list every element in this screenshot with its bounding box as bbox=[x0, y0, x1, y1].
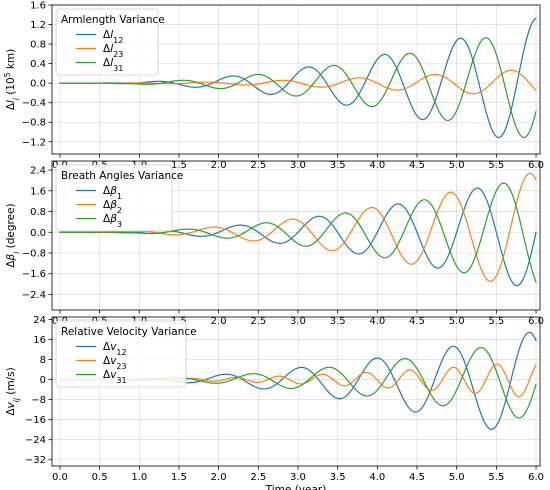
series-line-2 bbox=[59, 69, 537, 95]
legend-frame bbox=[55, 8, 159, 76]
y-tick-label: −16 bbox=[25, 415, 46, 426]
plot-frame bbox=[51, 4, 541, 155]
panel-2: 0.00.51.01.52.02.53.03.54.04.55.05.56.0−… bbox=[5, 160, 544, 327]
x-tick-label: 1.5 bbox=[171, 472, 187, 483]
y-tick-label: −8 bbox=[31, 395, 46, 406]
x-axis-label: Time (year) bbox=[265, 484, 327, 490]
panel-3: 0.0 0.5 1.0 1.5 2.0 2.5 3.0 3.5 4.0 4.5 5.0 5.5 6.0 −… bbox=[5, 315, 544, 490]
y-tick-label: 0.8 bbox=[30, 40, 46, 51]
x-tick-label: 1.0 bbox=[131, 472, 147, 483]
y-tick-label: 8 bbox=[40, 355, 46, 366]
plot-frame bbox=[51, 316, 541, 467]
x-tick-label: 4.5 bbox=[409, 472, 425, 483]
y-axis-label: Δβi (degree) bbox=[5, 203, 21, 267]
y-tick-label: 0.0 bbox=[30, 228, 46, 239]
series-line-3 bbox=[59, 182, 537, 283]
y-tick-label: −0.8 bbox=[22, 118, 46, 129]
y-tick-label: −0.8 bbox=[22, 248, 46, 259]
y-tick-label: 0.8 bbox=[30, 207, 46, 218]
legend-entry-label: Δl31 bbox=[103, 57, 123, 73]
x-tick-label: 3.5 bbox=[330, 472, 346, 483]
x-tick-label: 0.0 bbox=[52, 472, 68, 483]
y-tick-label: −0.4 bbox=[22, 98, 46, 109]
legend-title: Relative Velocity Variance bbox=[61, 326, 197, 338]
series-line-1 bbox=[59, 187, 537, 287]
legend-entry-label: Δl23 bbox=[103, 43, 123, 59]
legend-entry-label: Δβ2 bbox=[103, 199, 122, 215]
panel-1: 0.00.51.01.52.02.53.03.54.04.55.05.56.0−… bbox=[3, 1, 544, 172]
y-tick-label: 0.0 bbox=[30, 79, 46, 90]
legend-frame bbox=[55, 320, 187, 388]
y-tick-label: −2.4 bbox=[22, 290, 46, 301]
x-tick-label: 5.0 bbox=[449, 472, 465, 483]
x-tick-label: 6.0 bbox=[528, 472, 544, 483]
legend-frame bbox=[55, 164, 173, 232]
legend-entry-label: Δl12 bbox=[103, 29, 123, 45]
legend-entry-label: Δv12 bbox=[103, 341, 127, 357]
x-tick-label: 3.0 bbox=[290, 472, 306, 483]
y-tick-label: −32 bbox=[25, 455, 46, 466]
series-line-3 bbox=[59, 37, 537, 139]
y-tick-label: −1.6 bbox=[22, 269, 46, 280]
x-tick-label: 0.5 bbox=[92, 472, 108, 483]
y-axis-label: Δvij (m/s) bbox=[5, 367, 21, 415]
x-tick-label: 5.5 bbox=[488, 472, 504, 483]
legend-title: Breath Angles Variance bbox=[61, 170, 183, 182]
y-tick-label: 24 bbox=[33, 315, 46, 326]
y-tick-label: 0 bbox=[40, 375, 46, 386]
y-tick-label: 1.6 bbox=[30, 1, 46, 12]
y-tick-label: 2.4 bbox=[30, 166, 46, 177]
y-tick-label: −24 bbox=[25, 435, 46, 446]
legend-entry-label: Δv31 bbox=[103, 369, 127, 385]
legend-entry-label: Δβ3 bbox=[103, 213, 122, 229]
y-tick-label: 0.4 bbox=[30, 59, 46, 70]
legend-entry-label: Δv23 bbox=[103, 355, 127, 371]
x-tick-label: 4.0 bbox=[369, 472, 385, 483]
x-tick-label: 2.5 bbox=[250, 472, 266, 483]
y-tick-label: 16 bbox=[33, 335, 46, 346]
legend-entry-label: Δβ1 bbox=[103, 185, 122, 201]
x-tick-label: 2.0 bbox=[211, 472, 227, 483]
y-tick-label: −1.2 bbox=[22, 137, 46, 148]
y-tick-label: 1.2 bbox=[30, 20, 46, 31]
legend-title: Armlength Variance bbox=[61, 14, 165, 26]
y-axis-label: Δli (105 km) bbox=[3, 49, 21, 111]
plot-frame bbox=[51, 160, 541, 311]
y-tick-label: 1.6 bbox=[30, 186, 46, 197]
